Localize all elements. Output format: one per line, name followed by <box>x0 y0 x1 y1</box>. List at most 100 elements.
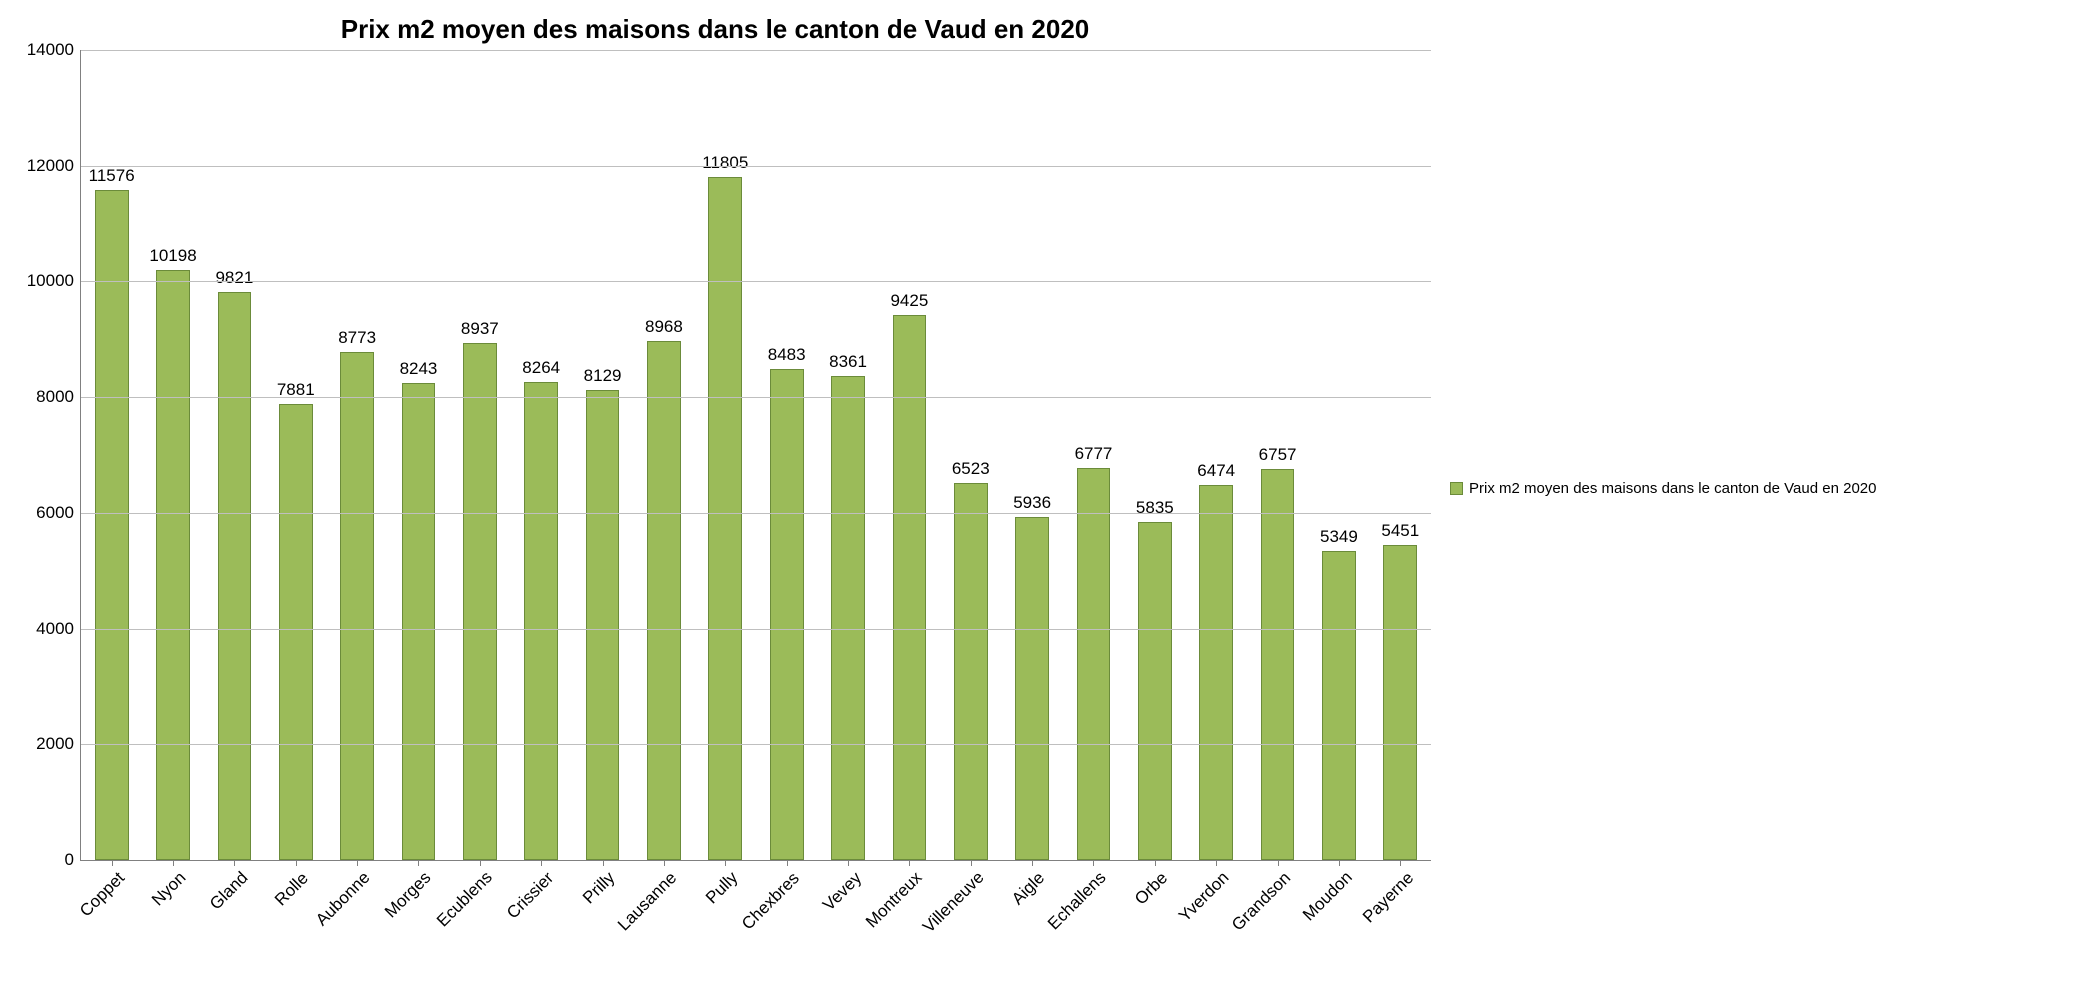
bar-value-label: 10198 <box>142 246 203 266</box>
y-tick-label: 10000 <box>27 271 74 291</box>
y-tick-label: 0 <box>65 850 74 870</box>
bar-slot: 8129 <box>572 50 633 860</box>
bar <box>708 177 742 860</box>
legend-label: Prix m2 moyen des maisons dans le canton… <box>1469 480 1876 497</box>
bar-value-label: 6523 <box>940 459 1001 479</box>
bar-slot: 11805 <box>695 50 756 860</box>
bar-value-label: 8243 <box>388 359 449 379</box>
bar <box>340 352 374 860</box>
gridline <box>81 50 1431 51</box>
bar-value-label: 9425 <box>879 291 940 311</box>
y-tick-label: 14000 <box>27 40 74 60</box>
y-tick-label: 6000 <box>36 503 74 523</box>
y-tick-label: 2000 <box>36 734 74 754</box>
bar-value-label: 11805 <box>695 153 756 173</box>
bar-slot: 8773 <box>326 50 387 860</box>
bar-slot: 5349 <box>1308 50 1369 860</box>
plot-area: 11576 10198982178818773824389378264812989… <box>80 50 1431 861</box>
bar <box>524 382 558 860</box>
bar-slot: 9821 <box>204 50 265 860</box>
bar <box>1383 545 1417 860</box>
bar-slot: 8264 <box>511 50 572 860</box>
x-axis-label: Orbe <box>1131 868 1172 909</box>
x-axis-label: Nyon <box>148 868 190 910</box>
bar <box>279 404 313 860</box>
x-axis-label: Moudon <box>1299 868 1357 926</box>
bar-slot: 8483 <box>756 50 817 860</box>
legend-swatch <box>1450 482 1463 495</box>
bar-value-label: 11576 <box>81 166 142 186</box>
bar-slot: 8968 <box>633 50 694 860</box>
bar <box>463 343 497 860</box>
bar <box>1322 551 1356 860</box>
x-axis-label: Ecublens <box>433 868 497 932</box>
bar <box>156 270 190 860</box>
bar-value-label: 6474 <box>1186 461 1247 481</box>
y-tick-label: 8000 <box>36 387 74 407</box>
plot-wrap: 11576 10198982178818773824389378264812989… <box>30 50 1430 860</box>
bar <box>586 390 620 860</box>
bar <box>402 383 436 860</box>
bar <box>1261 469 1295 860</box>
bar <box>954 483 988 860</box>
bar <box>831 376 865 860</box>
bar-value-label: 8129 <box>572 366 633 386</box>
bar-slot: 7881 <box>265 50 326 860</box>
gridline <box>81 166 1431 167</box>
x-axis-label: Payerne <box>1359 868 1418 927</box>
bar-slot: 8937 <box>449 50 510 860</box>
bar-value-label: 6777 <box>1063 444 1124 464</box>
x-axis-label: Grandson <box>1228 868 1295 935</box>
bar <box>1138 522 1172 860</box>
bar <box>1015 517 1049 860</box>
gridline <box>81 744 1431 745</box>
y-tick-label: 4000 <box>36 619 74 639</box>
x-axis-label: Vevey <box>819 868 866 915</box>
y-tick-label: 12000 <box>27 156 74 176</box>
chart-title: Prix m2 moyen des maisons dans le canton… <box>0 14 1430 45</box>
bar <box>218 292 252 860</box>
x-axis-label: Montreux <box>862 868 926 932</box>
bars-container: 11576 10198982178818773824389378264812989… <box>81 50 1431 860</box>
bar <box>1077 468 1111 860</box>
legend-entry: Prix m2 moyen des maisons dans le canton… <box>1450 480 1876 497</box>
bar-slot: 6474 <box>1186 50 1247 860</box>
legend: Prix m2 moyen des maisons dans le canton… <box>1450 0 1876 976</box>
bar <box>95 190 129 860</box>
bar-value-label: 5451 <box>1370 521 1431 541</box>
bar-value-label: 5835 <box>1124 498 1185 518</box>
bar-slot: 11576 <box>81 50 142 860</box>
x-axis-label: Echallens <box>1044 868 1110 934</box>
bar-slot: 5835 <box>1124 50 1185 860</box>
chart-page: Prix m2 moyen des maisons dans le canton… <box>0 0 2089 976</box>
bar-value-label: 8483 <box>756 345 817 365</box>
bar-slot: 5451 <box>1370 50 1431 860</box>
gridline <box>81 281 1431 282</box>
bar-value-label: 5349 <box>1308 527 1369 547</box>
x-axis-label: Yverdon <box>1175 868 1233 926</box>
bar-value-label: 8773 <box>326 328 387 348</box>
bar-slot: 6777 <box>1063 50 1124 860</box>
bar-slot: 6757 <box>1247 50 1308 860</box>
bar <box>1199 485 1233 860</box>
x-axis-label: Morges <box>381 868 435 922</box>
x-axis-label: Coppet <box>76 868 129 921</box>
x-axis-label: Aubonne <box>312 868 374 930</box>
gridline <box>81 629 1431 630</box>
x-axis-label: Villeneuve <box>919 868 988 937</box>
x-axis-label: Aigle <box>1008 868 1049 909</box>
gridline <box>81 397 1431 398</box>
bar-slot: 8361 <box>817 50 878 860</box>
x-axis-label: Lausanne <box>614 868 681 935</box>
bar-slot: 5936 <box>1001 50 1062 860</box>
bar <box>647 341 681 860</box>
bar-value-label: 8361 <box>817 352 878 372</box>
x-axis-labels: CoppetNyonGlandRolleAubonneMorgesEcublen… <box>80 860 1430 1000</box>
bar <box>770 369 804 860</box>
bar-value-label: 8937 <box>449 319 510 339</box>
bar-value-label: 8264 <box>511 358 572 378</box>
x-axis-label: Prilly <box>579 868 619 908</box>
x-axis-label: Gland <box>206 868 252 914</box>
bar-slot: 10198 <box>142 50 203 860</box>
gridline <box>81 513 1431 514</box>
